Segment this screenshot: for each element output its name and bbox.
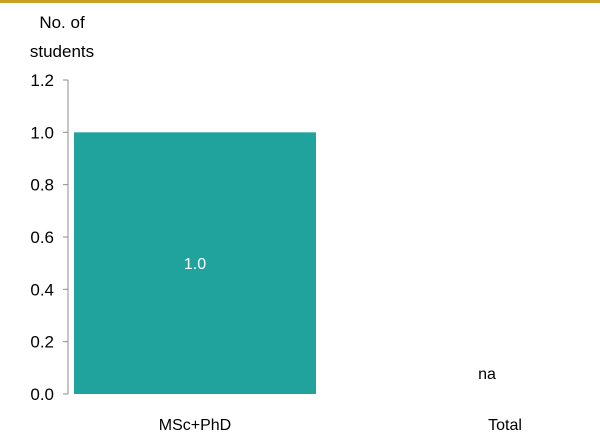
y-tick-label: 0.6 bbox=[30, 228, 54, 247]
y-tick-label: 1.2 bbox=[30, 71, 54, 90]
bar-data-label: 1.0 bbox=[184, 256, 206, 273]
category-label: Total bbox=[488, 417, 522, 434]
y-axis-label-line-1: No. of bbox=[39, 13, 85, 32]
y-tick-label: 0.8 bbox=[30, 176, 54, 195]
category-labels: MSc+PhD Total bbox=[159, 417, 522, 434]
bar bbox=[74, 132, 316, 395]
bars: 1.0 na bbox=[74, 132, 496, 395]
y-tick-label: 0.0 bbox=[30, 385, 54, 404]
y-axis-label-line-2: students bbox=[30, 42, 94, 61]
top-accent-rule bbox=[0, 0, 600, 3]
y-tick-label: 0.2 bbox=[30, 333, 54, 352]
y-axis: 0.0 0.2 0.4 0.6 0.8 1.0 1.2 bbox=[30, 71, 69, 404]
category-label: MSc+PhD bbox=[159, 417, 231, 434]
y-tick-label: 0.4 bbox=[30, 280, 54, 299]
y-tick-label: 1.0 bbox=[30, 123, 54, 142]
bar-data-label-na: na bbox=[478, 366, 496, 383]
